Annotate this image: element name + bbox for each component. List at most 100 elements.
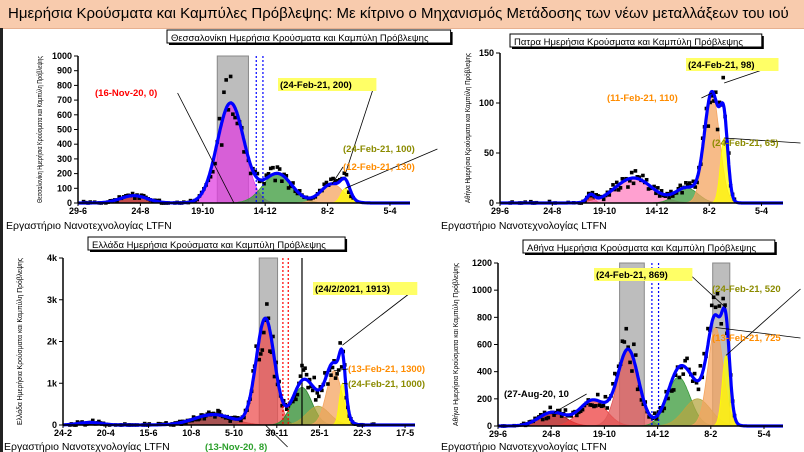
data-point-marker: [331, 176, 335, 181]
data-point-marker: [301, 368, 306, 372]
data-point-marker: [635, 175, 640, 179]
data-point-marker: [297, 189, 302, 193]
data-point-marker: [713, 90, 718, 95]
y-tick-label: 0: [487, 421, 492, 431]
data-point-marker: [659, 189, 664, 193]
data-point-marker: [611, 183, 615, 187]
y-tick-label: 400: [57, 139, 72, 149]
data-point-marker: [626, 345, 630, 349]
data-point-marker: [620, 339, 625, 343]
data-point-marker: [217, 409, 222, 414]
data-point-marker: [329, 373, 333, 377]
annotation-label: (13-Feb-21, 1300): [348, 364, 425, 375]
data-point-marker: [717, 304, 722, 308]
annotation-leader: [334, 368, 349, 372]
data-point-marker: [271, 165, 275, 170]
x-tick-label: 8-2: [704, 429, 717, 439]
data-point-marker: [313, 398, 318, 402]
data-point-marker: [693, 185, 698, 189]
data-point-marker: [257, 357, 262, 362]
data-point-marker: [683, 358, 687, 363]
chart-title-box: Πατρα Ημερήσια Κρούσματα και Καμπύλη Πρό…: [509, 33, 764, 49]
data-point-marker: [644, 177, 649, 182]
data-point-marker: [303, 366, 307, 370]
data-point-marker: [656, 186, 660, 190]
data-point-marker: [332, 358, 336, 363]
x-tick-label: 24-8: [543, 206, 561, 216]
data-point-marker: [324, 180, 329, 185]
y-tick-label: 150: [479, 48, 494, 58]
data-point-marker: [590, 403, 594, 407]
annotation-leader: [331, 166, 344, 185]
x-tick-label: 29-6: [491, 206, 509, 216]
data-point-marker: [335, 178, 340, 183]
data-point-marker: [226, 108, 231, 112]
data-point-marker: [272, 374, 277, 379]
data-point-marker: [613, 371, 617, 376]
data-point-marker: [691, 179, 696, 184]
data-point-marker: [679, 365, 684, 370]
x-tick-label: 8-2: [703, 206, 716, 216]
data-point-marker: [633, 353, 638, 357]
data-point-marker: [137, 196, 142, 200]
data-point-marker: [696, 387, 701, 392]
lab-credit: Εργαστήριο Νανοτεχνολογίας LTFN: [4, 441, 170, 452]
data-point-marker: [594, 193, 599, 197]
data-point-marker: [262, 181, 266, 186]
annotation-highlight: [278, 78, 377, 91]
data-point-marker: [666, 396, 670, 401]
x-tick-label: 15-6: [140, 428, 158, 438]
data-point-marker: [709, 303, 714, 308]
annotation-leader: [701, 92, 713, 99]
data-point-marker: [685, 183, 690, 187]
annotation-label: (24-Feb-21, 1000): [348, 379, 425, 390]
data-point-marker: [253, 169, 257, 174]
data-point-marker: [635, 387, 640, 392]
data-point-marker: [660, 409, 665, 413]
data-point-marker: [711, 295, 716, 300]
data-point-marker: [286, 186, 291, 190]
data-point-marker: [630, 369, 634, 373]
data-point-marker: [708, 100, 712, 105]
chart-title: Πατρα Ημερήσια Κρούσματα και Καμπύλη Πρό…: [514, 37, 743, 48]
data-point-marker: [202, 416, 207, 421]
x-tick-label: 14-12: [645, 206, 668, 216]
data-point-marker: [338, 341, 342, 345]
data-point-marker: [563, 408, 568, 412]
annotation-leader: [345, 148, 438, 189]
annotation-leader: [724, 137, 801, 144]
data-point-marker: [344, 172, 349, 177]
data-point-marker: [273, 178, 277, 183]
data-point-marker: [590, 190, 595, 195]
annotation-label: (24-Feb-21, 520: [712, 284, 781, 295]
data-point-marker: [622, 340, 627, 344]
data-point-marker: [326, 382, 330, 386]
annotation-label: (24-Feb-21, 65): [712, 138, 779, 149]
data-point-marker: [260, 348, 265, 352]
data-point-marker: [211, 169, 215, 174]
data-point-marker: [715, 127, 720, 132]
data-point-marker: [605, 406, 610, 410]
annotation-leader: [342, 382, 349, 385]
data-point-marker: [346, 190, 351, 195]
data-point-marker: [544, 416, 549, 421]
annotation-leader: [342, 288, 416, 346]
data-point-marker: [235, 121, 240, 126]
data-point-marker: [255, 171, 260, 176]
data-point-marker: [228, 74, 233, 79]
data-point-marker: [239, 418, 243, 423]
data-point-marker: [715, 291, 720, 296]
y-tick-label: 200: [477, 394, 492, 404]
data-point-marker: [670, 194, 675, 198]
y-tick-label: 0: [52, 420, 57, 430]
chart-0: 29-6 24-8 19-10 14-12 8-2 5-4 0 100 200 300 400 500…: [6, 29, 453, 232]
data-point-marker: [692, 371, 697, 376]
data-point-marker: [588, 403, 592, 407]
lab-credit: Εργαστήριο Νανοτεχνολογίας LTFN: [441, 441, 607, 452]
annotation-leader: [265, 424, 288, 448]
y-tick-label: 0: [489, 198, 494, 208]
data-point-marker: [670, 389, 674, 393]
data-point-marker: [258, 352, 263, 356]
y-tick-label: 4k: [47, 253, 58, 263]
